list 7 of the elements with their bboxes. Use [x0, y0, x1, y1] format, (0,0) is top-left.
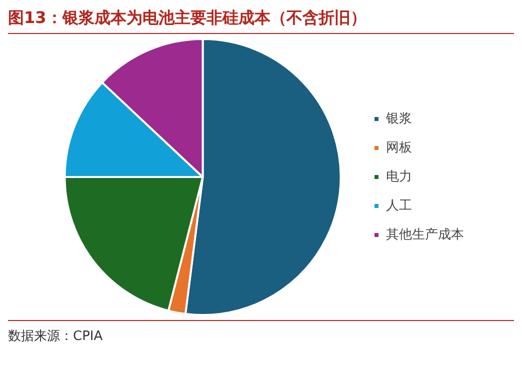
legend-label: 人工: [386, 198, 412, 214]
legend-label: 电力: [386, 169, 412, 184]
chart-title: 图13：银浆成本为电池主要非硅成本（不含折旧）: [8, 8, 514, 34]
legend-label: 其他生产成本: [386, 227, 464, 242]
source-note: 数据来源：CPIA: [8, 328, 104, 345]
legend-label: 网板: [386, 140, 412, 156]
legend-label: 银浆: [385, 111, 412, 126]
